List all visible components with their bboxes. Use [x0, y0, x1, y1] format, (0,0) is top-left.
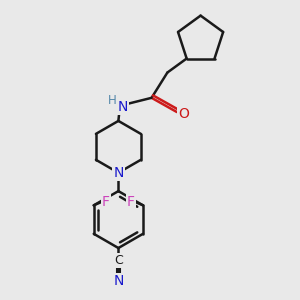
Text: C: C — [114, 254, 123, 266]
Text: O: O — [178, 106, 189, 121]
Text: N: N — [113, 166, 124, 180]
Text: H: H — [108, 94, 116, 106]
Text: F: F — [127, 195, 135, 209]
Text: N: N — [113, 274, 124, 288]
Text: F: F — [102, 195, 110, 209]
Text: N: N — [118, 100, 128, 114]
